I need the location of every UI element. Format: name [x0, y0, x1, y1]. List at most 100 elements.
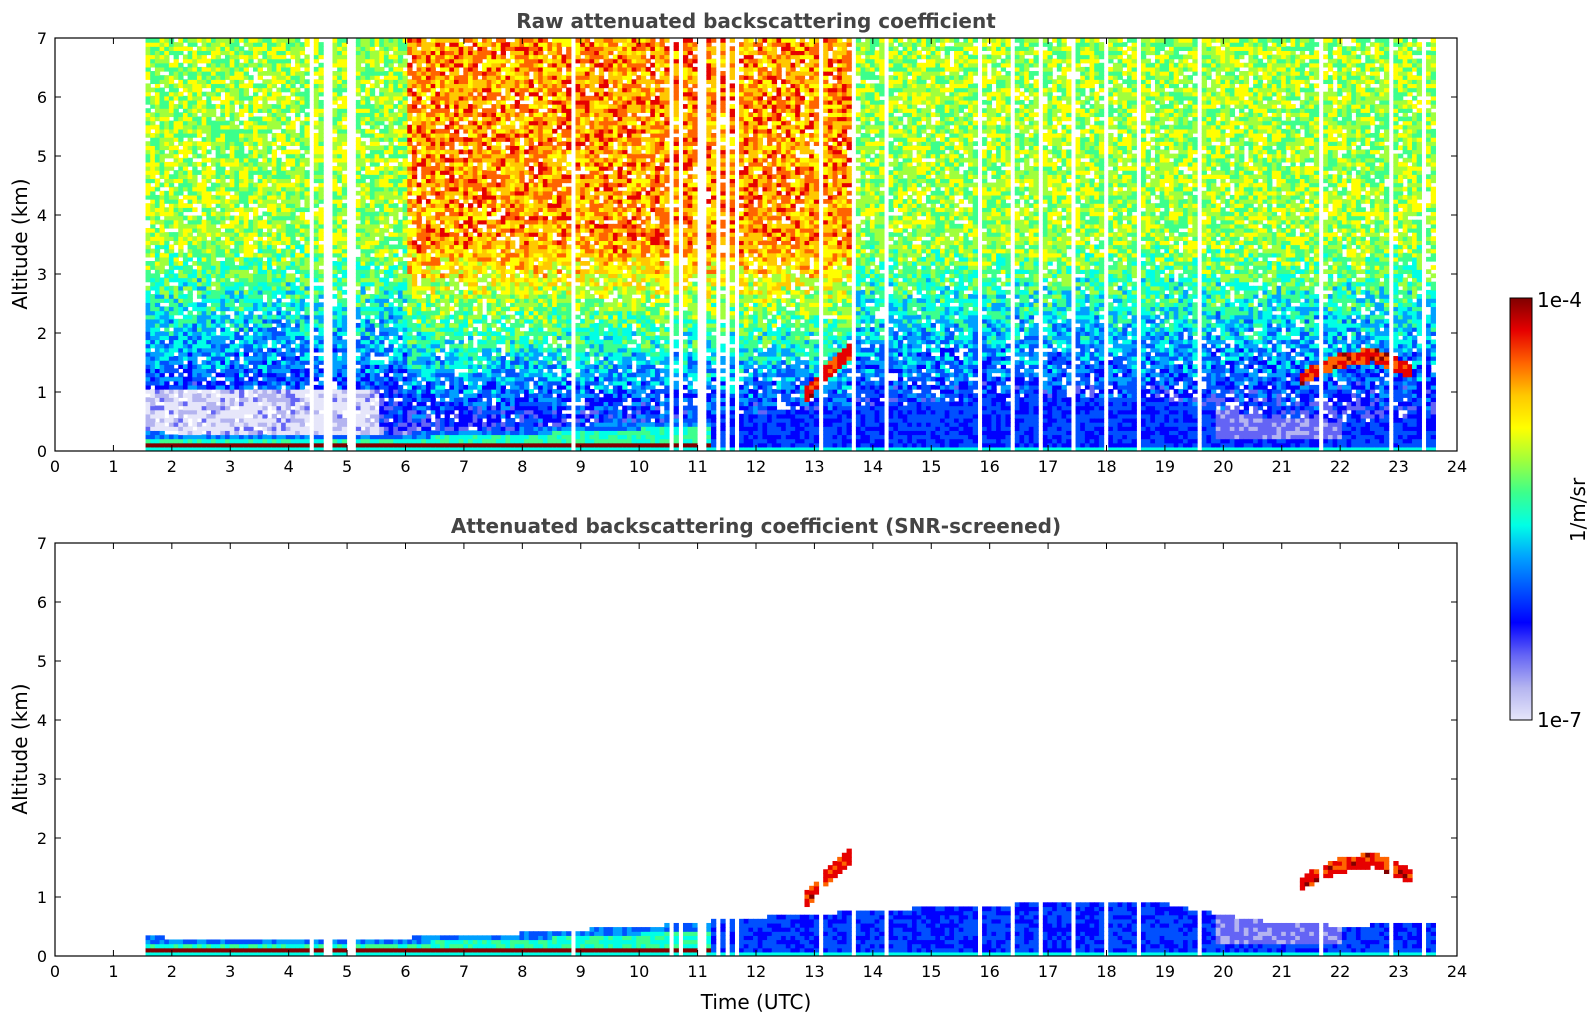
heatmap-cell — [150, 79, 156, 85]
heatmap-cell — [379, 331, 385, 336]
heatmap-cell — [285, 62, 292, 68]
heatmap-cell — [253, 104, 259, 109]
heatmap-cell — [178, 38, 184, 43]
heatmap-cell — [201, 434, 207, 440]
heatmap-cell — [229, 298, 235, 303]
heatmap-cell — [416, 430, 422, 436]
heatmap-cell — [416, 124, 422, 130]
heatmap-cell — [383, 368, 390, 374]
heatmap-cell — [379, 153, 385, 159]
heatmap-cell — [379, 227, 385, 233]
heatmap-cell — [360, 413, 366, 419]
heatmap-cell — [187, 368, 193, 374]
heatmap-cell — [271, 413, 277, 419]
heatmap-cell — [285, 108, 292, 113]
heatmap-cell — [164, 335, 170, 341]
heatmap-cell — [168, 269, 175, 275]
heatmap-cell — [168, 273, 175, 279]
heatmap-cell — [411, 302, 418, 308]
heatmap-cell — [234, 360, 240, 365]
heatmap-cell — [285, 417, 292, 423]
heatmap-cell — [187, 91, 193, 97]
heatmap-cell — [182, 380, 189, 386]
heatmap-cell — [332, 327, 338, 332]
heatmap-cell — [173, 240, 179, 246]
heatmap-cell — [210, 360, 217, 365]
heatmap-cell — [164, 405, 170, 411]
heatmap-cell — [397, 327, 404, 332]
heatmap-cell — [341, 248, 348, 254]
heatmap-cell — [421, 409, 427, 415]
heatmap-cell — [182, 87, 189, 93]
heatmap-cell — [379, 116, 385, 122]
heatmap-cell — [374, 426, 380, 431]
heatmap-cell — [276, 194, 282, 200]
heatmap-cell — [416, 223, 422, 229]
heatmap-cell — [290, 99, 296, 105]
heatmap-cell — [355, 149, 362, 155]
heatmap-cell — [229, 46, 235, 51]
heatmap-cell — [295, 368, 301, 374]
heatmap-cell — [318, 207, 324, 213]
heatmap-cell — [271, 83, 277, 89]
heatmap-cell — [281, 66, 287, 72]
heatmap-cell — [295, 438, 301, 444]
heatmap-cell — [425, 244, 432, 250]
heatmap-cell — [248, 426, 254, 431]
heatmap-cell — [369, 71, 376, 76]
heatmap-cell — [360, 227, 366, 233]
heatmap-cell — [397, 232, 404, 237]
heatmap-cell — [248, 298, 254, 303]
heatmap-cell — [379, 405, 385, 411]
heatmap-cell — [234, 393, 240, 398]
heatmap-cell — [210, 252, 217, 258]
heatmap-cell — [379, 87, 385, 93]
heatmap-cell — [407, 281, 413, 287]
heatmap-cell — [271, 79, 277, 85]
heatmap-cell — [332, 99, 338, 105]
heatmap-cell — [150, 442, 156, 448]
heatmap-cell — [262, 161, 268, 167]
heatmap-cell — [253, 376, 259, 382]
heatmap-cell — [210, 145, 217, 151]
heatmap-cell — [369, 54, 376, 60]
heatmap-raw — [145, 38, 1436, 451]
heatmap-cell — [337, 132, 343, 138]
heatmap-cell — [332, 430, 338, 436]
heatmap-cell — [276, 397, 282, 403]
heatmap-cell — [285, 422, 292, 427]
heatmap-cell — [159, 170, 165, 175]
heatmap-cell — [365, 372, 371, 378]
heatmap-cell — [192, 240, 198, 246]
heatmap-cell — [271, 219, 277, 225]
heatmap-cell — [243, 384, 249, 390]
heatmap-cell — [425, 372, 432, 378]
heatmap-cell — [318, 294, 324, 299]
heatmap-cell — [267, 364, 273, 369]
heatmap-cell — [201, 372, 207, 378]
heatmap-cell — [210, 132, 217, 138]
heatmap-cell — [407, 360, 413, 365]
heatmap-cell — [365, 203, 371, 208]
heatmap-cell — [224, 42, 231, 47]
heatmap-cell — [360, 261, 366, 266]
heatmap-cell — [173, 438, 179, 444]
heatmap-cell — [374, 174, 380, 180]
heatmap-cell — [416, 298, 422, 303]
heatmap-cell — [243, 281, 249, 287]
heatmap-cell — [290, 236, 296, 241]
heatmap-cell — [393, 132, 399, 138]
heatmap-cell — [411, 347, 418, 353]
heatmap-cell — [374, 256, 380, 262]
heatmap-cell — [257, 124, 263, 130]
heatmap-cell — [187, 149, 193, 155]
heatmap-cell — [337, 174, 343, 180]
heatmap-cell — [145, 182, 151, 188]
heatmap-cell — [192, 302, 198, 308]
heatmap-cell — [271, 302, 277, 308]
heatmap-cell — [182, 132, 189, 138]
heatmap-cell — [425, 310, 432, 316]
heatmap-cell — [192, 347, 198, 353]
heatmap-cell — [360, 273, 366, 279]
heatmap-cell — [187, 273, 193, 279]
